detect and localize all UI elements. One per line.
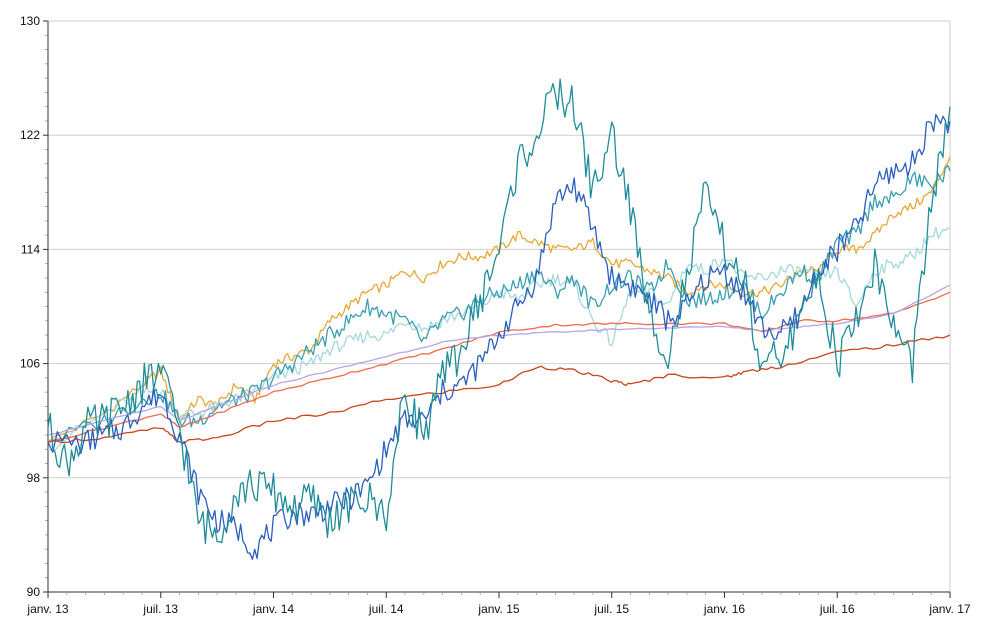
x-tick-label: janv. 14 [252,602,294,616]
x-tick-label: janv. 16 [703,602,745,616]
y-tick-label: 106 [20,357,40,371]
x-tick-label: juil. 16 [819,602,855,616]
series-line-7 [47,113,951,560]
axes [43,20,951,598]
y-tick-label: 114 [21,242,40,256]
series-line-8 [47,78,951,545]
series-line-4 [47,291,951,443]
y-tick-label: 122 [20,128,40,142]
series-line-3 [47,164,951,443]
series-line-2 [47,226,951,451]
x-tick-label: janv. 15 [477,602,519,616]
series-layer [47,78,951,560]
x-tick-label: janv. 13 [26,602,68,616]
y-tick-label: 130 [20,14,40,28]
x-tick-label: juil. 14 [368,602,404,616]
x-tick-label: juil. 15 [593,602,629,616]
y-tick-label: 98 [27,471,41,485]
tick-labels: 90 98 106 114 122 130 janv. 13 juil. 13 janv. 14… [20,14,971,616]
x-tick-label: janv. 17 [928,602,970,616]
x-tick-label: juil. 13 [142,602,178,616]
y-tick-label: 90 [27,585,41,599]
series-line-6 [47,334,951,444]
series-line-1 [47,156,951,443]
series-line-5 [47,284,951,436]
